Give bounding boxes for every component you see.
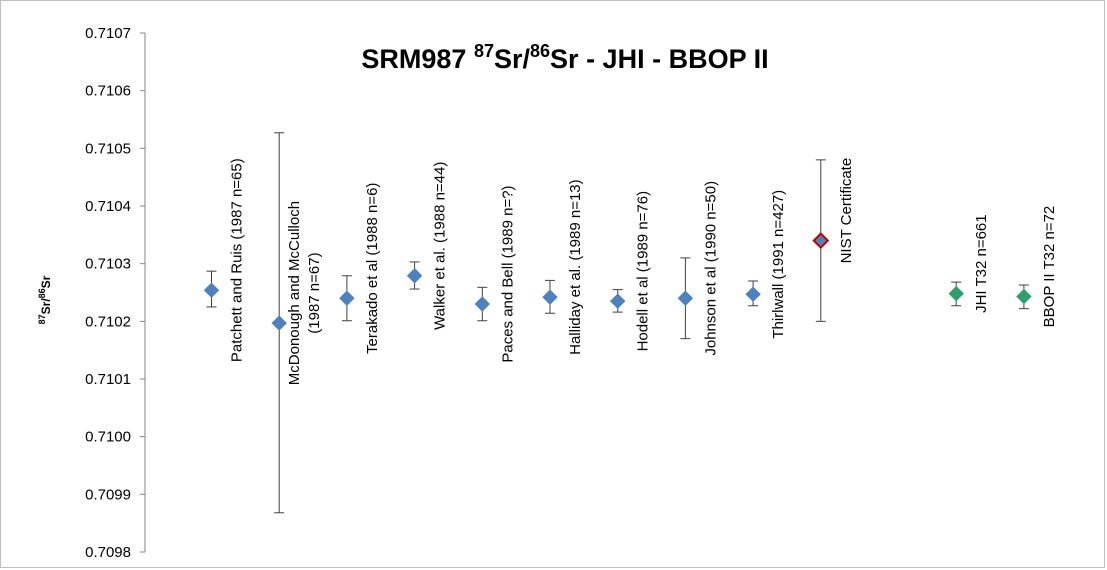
data-point-label: Thirlwall (1991 n=427) [770,190,787,339]
data-point-marker [609,293,626,309]
data-point-marker [474,296,491,312]
y-axis-ticks: 0.7098 0.7099 0.7100 0.7101 0.7102 0.7103 0.71… [85,25,145,561]
data-point-label: Paces and Bell (1989 n=?) [499,185,516,362]
data-point-label: Johnson et al (1990 n=50) [702,181,719,356]
data-point-marker [542,289,558,305]
y-axis-label: 87Sr/86Sr [37,275,53,324]
data-point-label: Terakado et al (1988 n=6) [364,183,381,354]
y-tick-label: 0.7098 [85,544,131,561]
error-bars [206,132,1029,514]
data-point-marker [812,232,830,250]
data-point-label: Halliday et al. (1989 n=13) [567,179,584,355]
data-point-label: McDonough and McCulloch (1987 n=67) [286,201,323,385]
y-tick-label: 0.7099 [85,486,131,503]
data-point-marker [1016,288,1032,305]
data-point-label: Walker et al. (1988 n=44) [432,162,449,330]
y-tick-label: 0.7100 [85,429,131,446]
data-markers [203,232,1032,331]
y-tick-label: 0.7107 [85,25,131,42]
data-point-label: Hodell et al (1989 n=76) [635,191,652,352]
data-point-marker [948,285,964,302]
data-point-label: NIST Certificate [838,158,855,264]
chart-title: SRM987 87Sr/86Sr - JHI - BBOP II [361,41,768,74]
data-point-label: BBOP II T32 n=72 [1041,206,1058,328]
y-tick-label: 0.7101 [85,371,131,388]
y-tick-label: 0.7103 [85,256,131,273]
y-tick-label: 0.7102 [85,313,131,330]
data-point-label: JHI T32 n=661 [973,214,990,313]
y-tick-label: 0.7104 [85,198,131,215]
data-point-marker [677,290,694,306]
data-point-label: Patchett and Ruis (1987 n=65) [229,158,246,362]
data-point-marker [203,282,220,298]
y-tick-label: 0.7106 [85,83,131,100]
point-labels: Patchett and Ruis (1987 n=65) McDonough a… [229,158,1058,385]
data-point-marker [406,268,423,284]
data-point-marker [271,315,287,331]
data-point-marker [339,290,355,306]
data-point-marker [745,286,761,302]
y-tick-label: 0.7105 [85,140,131,157]
